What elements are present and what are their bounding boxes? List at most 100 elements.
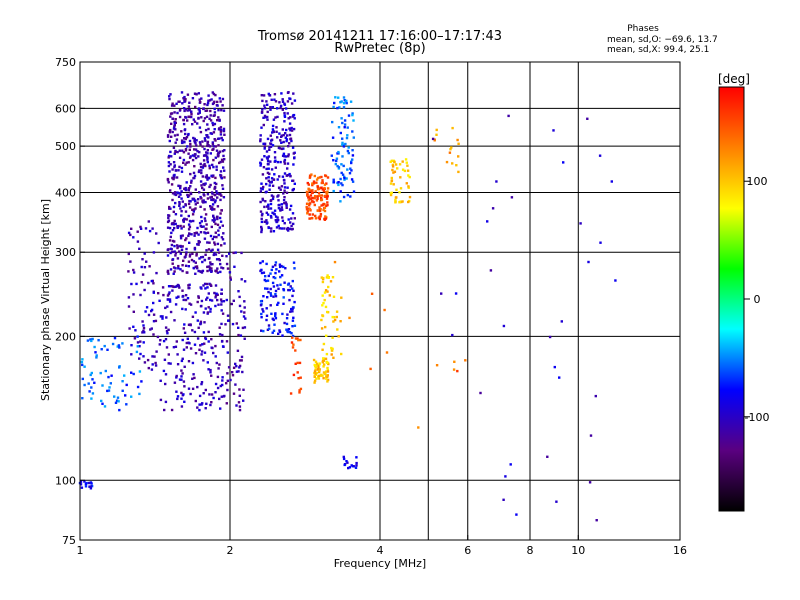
data-point (175, 376, 178, 379)
data-point (213, 201, 217, 204)
data-point (311, 213, 314, 216)
data-point (140, 380, 143, 383)
data-point (177, 295, 180, 298)
data-point (291, 346, 295, 349)
data-point (352, 190, 356, 193)
data-point (211, 163, 214, 167)
data-point (220, 303, 223, 306)
data-point (289, 310, 292, 313)
data-point (283, 182, 286, 185)
data-point (243, 306, 246, 309)
data-point (277, 186, 281, 189)
data-point (235, 370, 239, 373)
data-point (266, 118, 269, 121)
data-point (194, 399, 197, 403)
data-point (138, 357, 141, 360)
data-point (169, 285, 172, 288)
data-point (218, 326, 221, 329)
data-point (347, 466, 350, 470)
data-point (275, 130, 278, 133)
data-point (138, 370, 142, 373)
data-point (308, 204, 311, 207)
data-point (188, 156, 192, 159)
data-point (323, 298, 326, 302)
x-axis-label: Frequency [MHz] (334, 557, 426, 570)
data-point (280, 185, 284, 188)
data-point (278, 329, 281, 332)
data-point (193, 330, 197, 334)
data-point (263, 220, 266, 223)
data-point (267, 274, 270, 278)
data-point (215, 292, 218, 295)
data-point (203, 162, 206, 166)
data-point (457, 142, 460, 145)
data-point (296, 361, 299, 365)
data-point (546, 455, 549, 458)
data-point (191, 158, 195, 162)
data-point (286, 283, 290, 286)
y-tick-label: 100 (55, 474, 76, 487)
data-point (335, 157, 339, 160)
data-point (278, 270, 281, 273)
data-point (233, 265, 236, 268)
data-point (206, 160, 209, 164)
data-point (318, 176, 322, 179)
data-point (266, 110, 269, 114)
data-point (169, 189, 172, 192)
data-point (342, 164, 345, 168)
data-point (205, 109, 209, 112)
data-point (212, 145, 215, 148)
data-point (204, 128, 208, 132)
data-point (221, 104, 224, 107)
data-point (173, 111, 176, 114)
data-point (232, 251, 235, 255)
data-point (186, 193, 189, 197)
data-point (265, 167, 268, 171)
data-point (306, 181, 309, 185)
data-point (315, 362, 319, 365)
data-point (130, 344, 133, 347)
data-point (175, 102, 178, 105)
data-point (101, 384, 104, 387)
data-point (184, 308, 187, 311)
data-point (235, 322, 238, 325)
data-point (217, 128, 221, 131)
data-point (149, 328, 152, 331)
data-point (219, 126, 223, 129)
data-point (157, 241, 160, 245)
data-point (311, 182, 314, 185)
data-point (166, 294, 170, 297)
data-point (193, 120, 197, 123)
data-point (189, 347, 193, 350)
data-point (148, 229, 152, 233)
data-point (309, 202, 312, 205)
data-point (174, 222, 177, 226)
data-point (178, 156, 182, 159)
data-point (238, 366, 241, 369)
data-point (175, 176, 179, 179)
data-point (200, 353, 203, 356)
data-point (267, 162, 270, 166)
data-point (390, 191, 393, 194)
data-point (291, 227, 294, 231)
data-point (337, 150, 340, 154)
data-point (170, 408, 174, 412)
data-point (211, 206, 214, 209)
data-point (217, 109, 220, 112)
data-point (326, 203, 329, 207)
data-point (268, 184, 271, 187)
data-point (161, 317, 164, 320)
data-point (121, 342, 124, 345)
data-point (168, 97, 171, 101)
data-point (206, 134, 209, 137)
data-point (309, 194, 313, 197)
data-point (152, 301, 155, 305)
data-point (221, 254, 224, 257)
data-point (286, 100, 290, 103)
data-point (203, 103, 206, 106)
data-point (394, 163, 398, 166)
data-point (220, 395, 223, 398)
data-point (271, 281, 275, 285)
data-point (180, 248, 184, 251)
data-point (286, 330, 290, 334)
